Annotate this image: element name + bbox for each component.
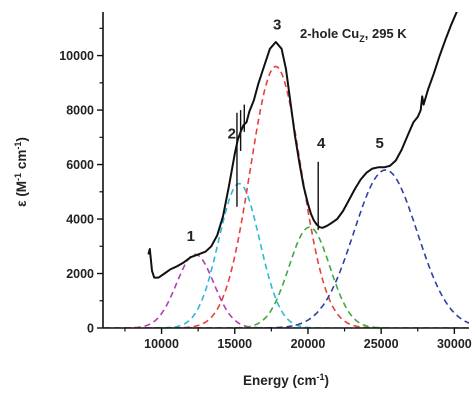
y-tick-label: 4000: [66, 213, 94, 227]
y-axis-title: ε (M-1 cm-1): [13, 137, 29, 207]
x-tick-label: 15000: [217, 337, 252, 351]
peak-labels: 1 2 3 4 5: [187, 17, 384, 245]
peak-label-4: 4: [317, 135, 326, 152]
y-tick-label: 0: [87, 322, 94, 336]
x-axis-title: Energy (cm-1): [243, 372, 329, 388]
gaussian-component-4: [154, 226, 464, 328]
sample-annotation: 2-hole CuZ, 295 K: [300, 26, 407, 44]
x-tick-label: 25000: [364, 337, 399, 351]
gaussian-component-2: [103, 182, 394, 328]
spectrum-line: [147, 12, 458, 279]
y-tick-label: 2000: [66, 267, 94, 281]
ticks: 10000 15000 20000 25000 30000 0 2000 4000 6000 80…: [59, 27, 472, 351]
x-tick-label: 10000: [144, 337, 179, 351]
y-tick-label: 8000: [66, 104, 94, 118]
peak-label-5: 5: [376, 135, 384, 152]
gaussian-components: [103, 65, 469, 328]
peak-label-2: 2: [228, 126, 236, 143]
peak-label-1: 1: [187, 228, 195, 245]
x-tick-label: 30000: [437, 337, 472, 351]
peak-label-3: 3: [273, 17, 281, 34]
gaussian-component-5: [146, 169, 469, 328]
y-tick-label: 10000: [59, 49, 94, 63]
x-tick-label: 20000: [291, 337, 326, 351]
gaussian-component-1: [103, 253, 336, 328]
axes: [102, 12, 469, 329]
gaussian-component-3: [103, 65, 468, 328]
y-tick-label: 6000: [66, 158, 94, 172]
absorption-spectrum: [147, 12, 458, 279]
